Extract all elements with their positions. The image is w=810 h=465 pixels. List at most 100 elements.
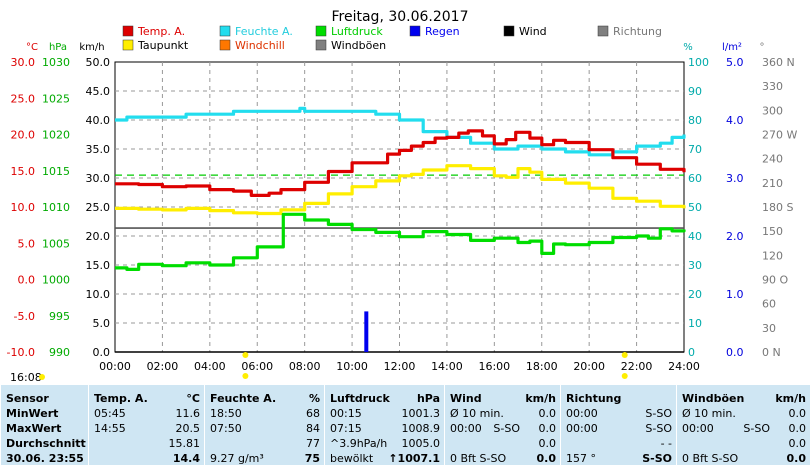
tick-wind: 20.0 bbox=[86, 230, 111, 243]
cell-press-label: bewölkt bbox=[330, 452, 374, 465]
tick-wind: 35.0 bbox=[86, 143, 111, 156]
x-axis-ticks: 00:00 02:00 04:00 06:00 08:00 10:00 12:00 14:00… bbox=[99, 360, 700, 373]
legend-swatch bbox=[315, 25, 327, 37]
axis-ticks: 30.025.020.015.010.05.00.0-5.0-10.010301… bbox=[7, 56, 798, 359]
legend-label: Feuchte A. bbox=[235, 25, 293, 38]
tick-wind: 5.0 bbox=[93, 317, 111, 330]
cell-hum-label: 9.27 g/m³ bbox=[210, 452, 264, 465]
cell-gust-label: 00:00 bbox=[682, 422, 714, 435]
legend-label: Windböen bbox=[331, 39, 386, 52]
cell-wind-dir: S-SO bbox=[493, 422, 520, 435]
cell-dir-label: 00:00 bbox=[566, 407, 598, 420]
legend-label: Richtung bbox=[613, 25, 662, 38]
x-tick-label: 24:00 bbox=[668, 360, 700, 373]
tick-pressure: 995 bbox=[49, 310, 70, 323]
x-tick-label: 08:00 bbox=[289, 360, 321, 373]
tick-humidity: 40 bbox=[688, 230, 702, 243]
cell-gust-label: 0 Bft S-SO bbox=[682, 452, 739, 465]
weather-chart: Freitag, 30.06.2017 Temp. A. Feuchte A. Lu… bbox=[7, 9, 798, 384]
cell-dir-label: 157 ° bbox=[566, 452, 596, 465]
header-sensor: Sensor bbox=[6, 392, 49, 405]
x-tick-label: 20:00 bbox=[573, 360, 605, 373]
legend-swatch bbox=[503, 25, 515, 37]
tick-humidity: 10 bbox=[688, 317, 702, 330]
rain-bar bbox=[364, 311, 369, 352]
tick-wind: 10.0 bbox=[86, 288, 111, 301]
tick-pressure: 1015 bbox=[42, 165, 70, 178]
cell-wind-label: 0 Bft S-SO bbox=[450, 452, 507, 465]
cell-hum-value: 84 bbox=[306, 422, 320, 435]
tick-wind: 0.0 bbox=[93, 346, 111, 359]
header-temp: Temp. A. bbox=[94, 392, 148, 405]
legend-label: Regen bbox=[425, 25, 460, 38]
cell-temp-value: 20.5 bbox=[175, 422, 201, 435]
header-wind: Wind bbox=[450, 392, 482, 405]
x-tick-label: 14:00 bbox=[431, 360, 463, 373]
tick-pressure: 1010 bbox=[42, 201, 70, 214]
x-tick-label: 04:00 bbox=[194, 360, 226, 373]
axis-units: °C hPa km/h% l/m² ° bbox=[26, 42, 764, 53]
x-tick-label: 00:00 bbox=[99, 360, 131, 373]
cell-gust-value: 0.0 bbox=[786, 452, 807, 465]
cell-gust-value: 0.0 bbox=[788, 437, 807, 450]
tick-direction: 240 bbox=[762, 153, 783, 166]
sun-marker bbox=[242, 352, 249, 358]
unit-direction: ° bbox=[760, 42, 765, 53]
cell-wind-label: 00:00 bbox=[450, 422, 482, 435]
tick-direction: 0 N bbox=[762, 346, 781, 359]
table-column bbox=[324, 385, 444, 465]
legend-swatch bbox=[219, 25, 231, 37]
tick-celsius: -5.0 bbox=[14, 310, 35, 323]
cell-wind-value: 0.0 bbox=[538, 407, 557, 420]
cell-dir-value: S-SO bbox=[645, 422, 672, 435]
cell-press-label: ^3.9hPa/h bbox=[330, 437, 388, 450]
cell-hum-value: 77 bbox=[306, 437, 320, 450]
tick-direction: 120 bbox=[762, 249, 783, 262]
sun-icon bbox=[39, 374, 45, 380]
tick-wind: 30.0 bbox=[86, 172, 111, 185]
tick-rain: 3.0 bbox=[726, 172, 744, 185]
unit-pressure: hPa bbox=[49, 42, 67, 53]
header-unit-gust: km/h bbox=[775, 392, 806, 405]
unit-rain: l/m² bbox=[722, 42, 742, 53]
legend-swatch bbox=[315, 39, 327, 51]
unit-wind: km/h bbox=[79, 42, 104, 53]
tick-direction: 270 W bbox=[762, 129, 797, 142]
tick-celsius: 0.0 bbox=[18, 274, 36, 287]
cell-gust-dir: S-SO bbox=[743, 422, 770, 435]
cell-dir-value: S-SO bbox=[645, 407, 672, 420]
cell-press-label: 07:15 bbox=[330, 422, 362, 435]
tick-direction: 360 N bbox=[762, 56, 795, 69]
cell-gust-value: 0.0 bbox=[788, 422, 807, 435]
cell-press-value: 1005.0 bbox=[401, 437, 441, 450]
row-label-min: MinWert bbox=[6, 407, 59, 420]
tick-direction: 180 S bbox=[762, 201, 793, 214]
cell-temp-label: 14:55 bbox=[94, 422, 126, 435]
tick-pressure: 990 bbox=[49, 346, 70, 359]
tick-humidity: 90 bbox=[688, 85, 702, 98]
stats-table: Sensor MinWert MaxWert Durchschnitt 30.06. 2… bbox=[0, 385, 810, 465]
tick-humidity: 50 bbox=[688, 201, 702, 214]
tick-celsius: -10.0 bbox=[7, 346, 35, 359]
tick-rain: 1.0 bbox=[726, 288, 744, 301]
x-tick-label: 16:00 bbox=[478, 360, 510, 373]
row-label-cur: 30.06. 23:55 bbox=[6, 452, 84, 465]
tick-rain: 4.0 bbox=[726, 114, 744, 127]
row-label-max: MaxWert bbox=[6, 422, 62, 435]
tick-rain: 0.0 bbox=[726, 346, 744, 359]
x-tick-label: 18:00 bbox=[526, 360, 558, 373]
cell-press-value: ↑1007.1 bbox=[388, 452, 440, 465]
sun-marker bbox=[242, 373, 249, 379]
cell-dir-value: S-SO bbox=[642, 452, 672, 465]
tick-direction: 30 bbox=[762, 322, 776, 335]
x-tick-label: 02:00 bbox=[147, 360, 179, 373]
tick-wind: 50.0 bbox=[86, 56, 111, 69]
legend-swatch bbox=[122, 25, 134, 37]
legend-swatch bbox=[219, 39, 231, 51]
header-press: Luftdruck bbox=[330, 392, 390, 405]
tick-direction: 330 bbox=[762, 80, 783, 93]
tick-direction: 90 O bbox=[762, 274, 788, 287]
header-unit-temp: °C bbox=[186, 392, 200, 405]
series-line-taupunkt bbox=[115, 164, 686, 216]
tick-humidity: 0 bbox=[688, 346, 695, 359]
